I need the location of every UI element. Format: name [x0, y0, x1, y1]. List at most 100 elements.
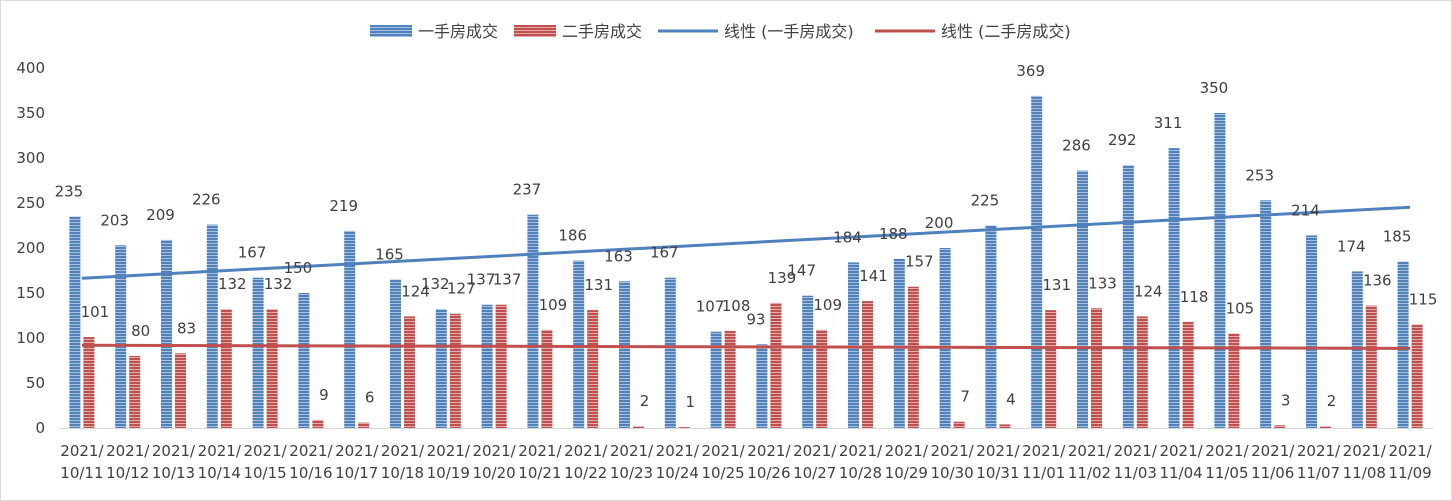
bar-series-2 [862, 301, 873, 428]
x-tick-label: 2021/10/22 [564, 442, 608, 482]
bar-series-1 [69, 216, 81, 428]
data-label: 3 [1281, 391, 1291, 409]
legend-label: 线性 (一手房成交) [724, 22, 854, 41]
x-tick-label: 2021/11/07 [1297, 442, 1341, 482]
bar-series-1 [1077, 170, 1088, 428]
data-label: 350 [1200, 79, 1229, 97]
bar-series-1 [115, 245, 127, 428]
data-label: 200 [925, 214, 954, 232]
x-tick-label: 2021/11/05 [1205, 442, 1249, 482]
data-label: 147 [787, 262, 816, 280]
data-label: 115 [1409, 291, 1438, 309]
bar-series-2 [175, 353, 186, 428]
bar-series-2 [1411, 324, 1423, 428]
bar-series-2 [1091, 308, 1102, 428]
x-tick-label: 2021/10/30 [930, 442, 974, 482]
trendline-2 [81, 343, 1411, 350]
data-label: 1 [686, 393, 696, 411]
bar-series-1 [1260, 200, 1272, 428]
y-tick-label: 300 [16, 149, 45, 167]
x-tick-label: 2021/11/01 [1022, 442, 1066, 482]
data-label: 167 [650, 244, 679, 262]
data-label: 253 [1245, 166, 1274, 184]
legend-label: 线性 (二手房成交) [941, 22, 1071, 41]
data-label: 2 [640, 392, 650, 410]
bar-series-2 [1182, 321, 1194, 428]
data-label: 214 [1291, 201, 1320, 219]
bar-series-1 [481, 304, 493, 428]
bar-series-2 [449, 313, 461, 428]
bar-series-1 [710, 331, 722, 428]
data-label: 105 [1226, 300, 1255, 318]
data-label: 4 [1006, 390, 1016, 408]
data-label: 137 [467, 271, 496, 289]
data-label: 133 [1088, 274, 1117, 292]
bar-series-2 [541, 329, 553, 428]
legend-swatch-bar [514, 25, 556, 37]
bar-series-1 [939, 248, 951, 428]
y-tick-label: 50 [26, 374, 45, 392]
bar-series-1 [527, 214, 539, 428]
y-tick-label: 400 [16, 59, 45, 77]
bar-series-1 [435, 309, 447, 428]
data-label: 157 [905, 253, 934, 271]
x-tick-label: 2021/10/15 [243, 442, 287, 482]
y-tick-label: 250 [16, 194, 45, 212]
bar-series-2 [358, 422, 370, 428]
bar-series-2 [1365, 305, 1377, 428]
data-label: 237 [513, 181, 542, 199]
data-label: 83 [177, 319, 196, 337]
data-label: 109 [539, 296, 568, 314]
data-label: 93 [746, 310, 765, 328]
bar-series-2 [633, 426, 644, 428]
bar-series-2 [678, 427, 690, 428]
bar-series-1 [1306, 235, 1317, 428]
data-label: 186 [558, 227, 587, 245]
x-tick-label: 2021/10/31 [976, 442, 1020, 482]
x-tick-label: 2021/10/21 [518, 442, 562, 482]
x-tick-label: 2021/10/23 [610, 442, 654, 482]
data-label: 9 [319, 386, 329, 404]
trendlines [81, 205, 1411, 350]
data-label: 369 [1016, 62, 1045, 80]
bar-series-2 [266, 309, 278, 428]
bar-series-1 [1168, 148, 1180, 428]
data-label: 127 [447, 280, 476, 298]
x-axis: 2021/10/112021/10/122021/10/132021/10/14… [59, 428, 1433, 482]
bar-series-1 [802, 295, 814, 428]
bar-series-2 [999, 424, 1011, 428]
data-label: 292 [1108, 131, 1137, 149]
data-label: 139 [768, 269, 797, 287]
data-label: 6 [365, 389, 375, 407]
bar-series-2 [1320, 426, 1331, 428]
x-tick-label: 2021/10/11 [60, 442, 104, 482]
data-label: 286 [1062, 137, 1091, 155]
x-tick-label: 2021/11/08 [1343, 442, 1387, 482]
x-tick-label: 2021/10/24 [656, 442, 700, 482]
x-tick-label: 2021/10/14 [198, 442, 242, 482]
legend-label: 一手房成交 [418, 22, 498, 41]
bar-series-2 [220, 309, 232, 428]
y-tick-label: 100 [16, 329, 45, 347]
legend-label: 二手房成交 [562, 22, 642, 41]
bar-series-1 [161, 239, 172, 428]
data-label: 137 [493, 271, 522, 289]
data-label: 174 [1337, 237, 1366, 255]
data-label: 226 [192, 191, 221, 209]
data-label: 163 [604, 247, 633, 265]
bar-series-2 [83, 337, 95, 428]
data-label: 136 [1363, 272, 1392, 290]
data-label: 108 [722, 297, 751, 315]
bar-series-1 [893, 258, 905, 428]
data-label: 80 [131, 322, 150, 340]
data-label: 219 [329, 197, 358, 215]
x-tick-label: 2021/10/13 [152, 442, 196, 482]
bar-series-2 [1045, 310, 1057, 428]
bar-series-2 [312, 419, 324, 428]
x-tick-label: 2021/10/29 [885, 442, 929, 482]
bar-series-2 [587, 310, 599, 428]
bar-series-1 [756, 344, 768, 428]
data-label: 184 [833, 228, 862, 246]
